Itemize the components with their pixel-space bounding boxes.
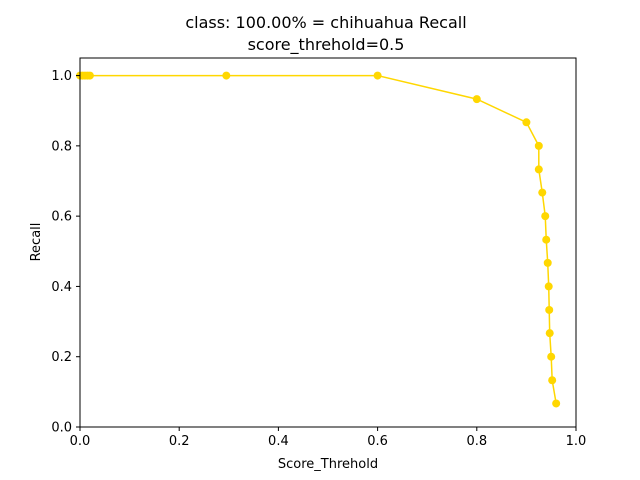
data-point — [545, 305, 554, 314]
chart-title: class: 100.00% = chihuahua Recall — [185, 13, 466, 32]
data-point — [548, 376, 557, 385]
x-tick-label: 1.0 — [566, 434, 587, 449]
x-tick-label: 0.8 — [466, 434, 487, 449]
x-tick-label: 0.0 — [70, 434, 91, 449]
x-tick-label: 0.4 — [268, 434, 289, 449]
data-point — [545, 329, 554, 338]
data-point — [472, 95, 481, 104]
data-point — [544, 282, 553, 291]
data-point — [538, 188, 547, 197]
ticks-layer: 0.0 0.2 0.4 0.6 0.8 1.0 0.0 0.2 0.4 0.6 0.8 1.0 — [51, 69, 586, 449]
data-point — [534, 141, 543, 150]
series-layer — [76, 71, 561, 408]
data-point — [85, 71, 94, 80]
y-tick-label: 0.4 — [51, 280, 72, 295]
data-point — [534, 165, 543, 174]
chart-subtitle: score_threhold=0.5 — [248, 35, 405, 55]
y-tick-label: 0.6 — [51, 210, 72, 225]
x-tick-label: 0.6 — [367, 434, 388, 449]
y-tick-label: 0.8 — [51, 139, 72, 154]
y-axis-label: Recall — [29, 223, 44, 262]
x-axis-label: Score_Threhold — [278, 457, 378, 472]
data-point — [547, 352, 556, 361]
series-line — [80, 74, 557, 404]
data-point — [222, 71, 231, 80]
data-point — [373, 71, 382, 80]
y-tick-label: 0.0 — [51, 421, 72, 436]
data-point — [552, 399, 561, 408]
plot-frame — [79, 57, 577, 428]
y-tick-label: 1.0 — [51, 69, 72, 84]
data-point — [541, 212, 550, 221]
y-tick-label: 0.2 — [51, 350, 72, 365]
data-point — [542, 235, 551, 244]
x-tick-label: 0.2 — [169, 434, 190, 449]
data-point — [543, 258, 552, 267]
data-point — [522, 118, 531, 127]
